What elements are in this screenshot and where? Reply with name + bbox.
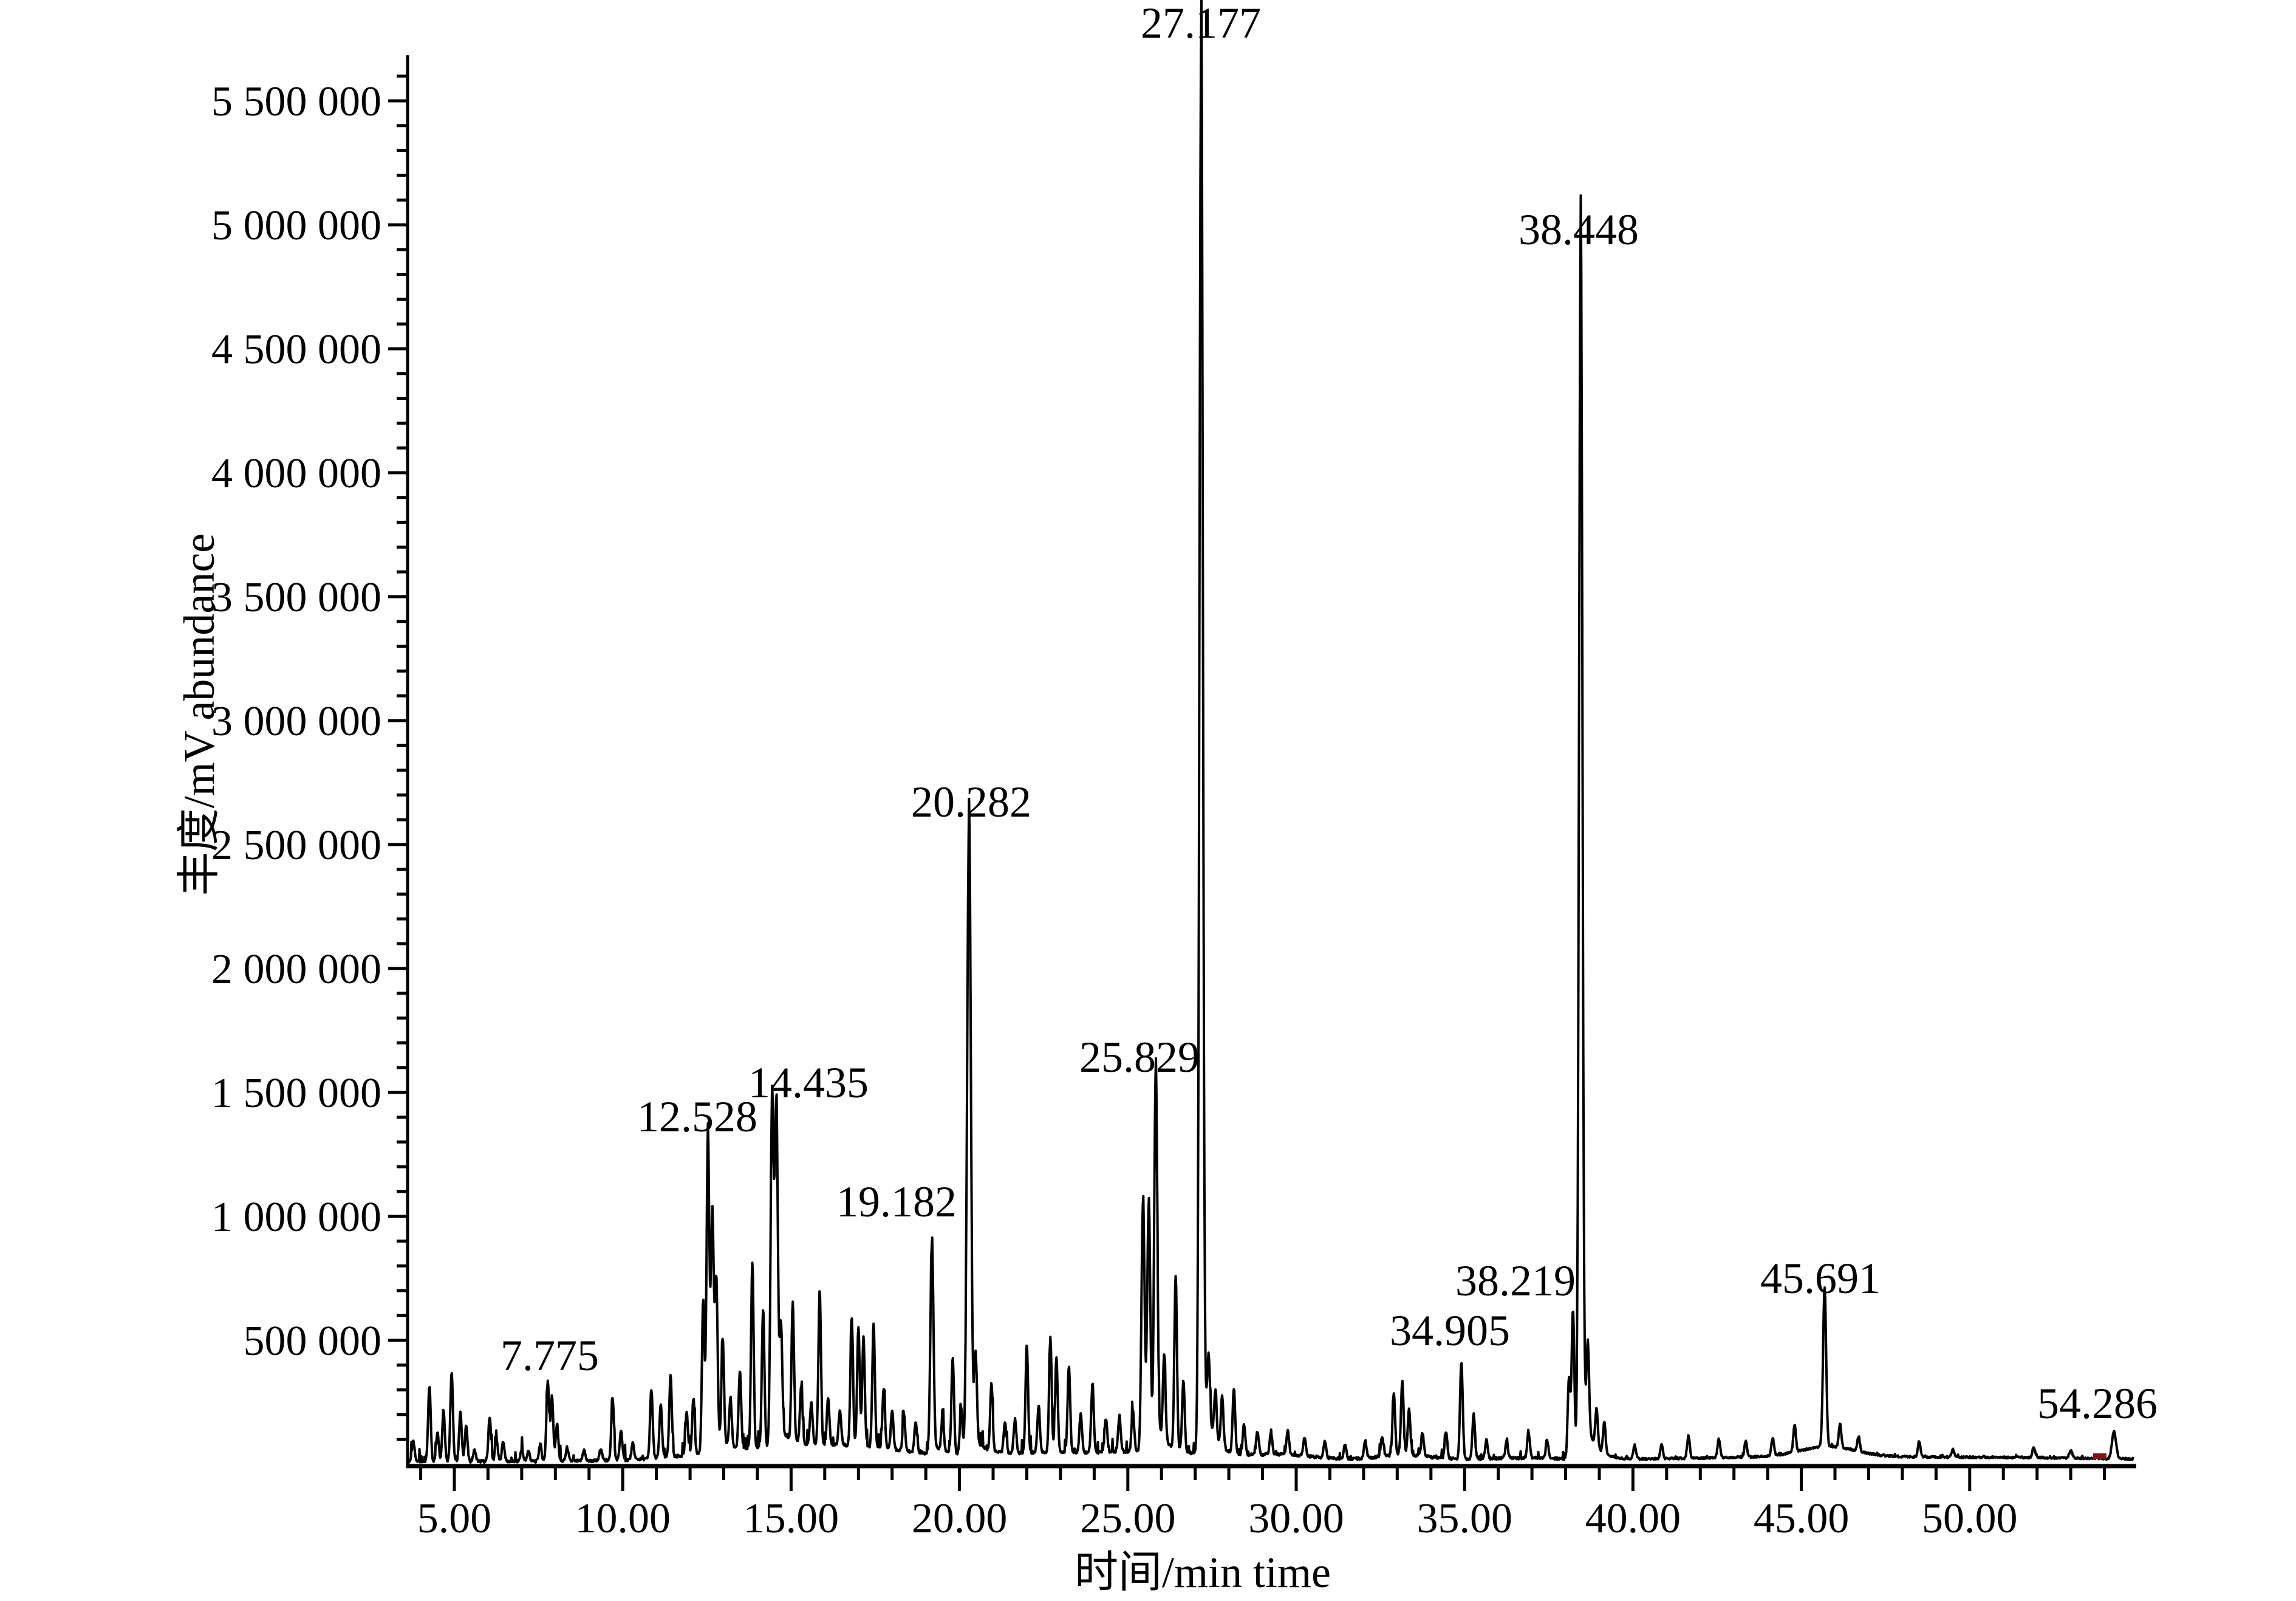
x-axis-ticks [419,1468,2106,1491]
peak-label-38.448: 38.448 [1519,205,1639,254]
x-axis-tick-labels: 5.00 10.00 15.00 20.00 25.00 30.00 35.00 40.00 4… [417,1495,2018,1542]
peak-label-38.219: 38.219 [1455,1256,1576,1305]
peak-label-34.905: 34.905 [1390,1306,1510,1355]
peak-label-25.829: 25.829 [1079,1033,1200,1082]
peak-label-27.177: 27.177 [1141,0,1261,47]
y-axis-ticks [388,74,406,1441]
peak-label-45.691: 45.691 [1760,1254,1881,1303]
x-tick-label: 30.00 [1248,1495,1344,1542]
trace-group [406,0,2134,1464]
chromatogram-trace [406,0,2134,1464]
x-tick-label: 50.00 [1922,1495,2018,1542]
y-tick-label: 1 500 000 [211,1070,381,1117]
x-tick-label: 40.00 [1585,1495,1681,1542]
y-tick-label: 500 000 [244,1318,382,1365]
y-tick-label: 4 500 000 [211,326,381,373]
x-tick-label: 5.00 [417,1495,492,1542]
y-tick-label: 4 000 000 [211,450,381,497]
x-tick-label: 45.00 [1754,1495,1850,1542]
axes [406,55,2136,1469]
peak-label-20.282: 20.282 [911,778,1031,826]
y-tick-label: 1 000 000 [211,1194,381,1241]
peak-label-54.286: 54.286 [2037,1379,2158,1428]
y-axis-tick-labels: 500 000 1 000 000 1 500 000 2 000 000 2 500 … [211,78,381,1365]
peak-label-7.775: 7.775 [501,1331,599,1380]
y-tick-label: 3 000 000 [211,698,381,745]
peak-label-14.435: 14.435 [748,1058,869,1107]
y-tick-label: 3 500 000 [211,574,381,621]
x-axis-title: 时间/min time [1075,1548,1331,1597]
x-tick-label: 35.00 [1416,1495,1512,1542]
y-tick-label: 5 500 000 [211,78,381,125]
x-tick-label: 25.00 [1080,1495,1176,1542]
peak-label-12.528: 12.528 [637,1092,757,1141]
y-tick-label: 2 500 000 [211,822,381,869]
y-tick-label: 2 000 000 [211,946,381,993]
y-axis-title: 丰度/mV abundance [175,533,224,896]
peak-label-19.182: 19.182 [836,1178,957,1226]
x-tick-label: 20.00 [912,1495,1008,1542]
y-tick-label: 5 000 000 [211,202,381,249]
x-tick-label: 10.00 [575,1495,671,1542]
x-tick-label: 15.00 [743,1495,839,1542]
trace-artifact-mark [2093,1453,2106,1459]
